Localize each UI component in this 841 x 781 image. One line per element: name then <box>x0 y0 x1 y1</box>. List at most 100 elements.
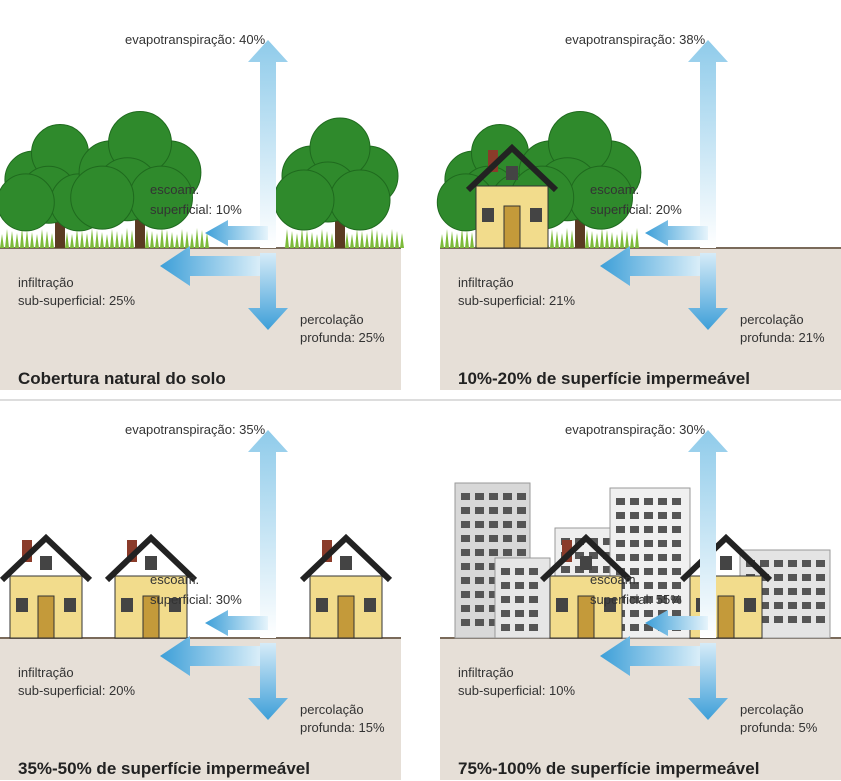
tree-foliage <box>274 170 334 230</box>
tree-foliage <box>71 166 134 229</box>
grass <box>605 230 609 248</box>
building-window <box>501 596 510 603</box>
runoff-label: superficial: 10% <box>150 202 242 217</box>
building-window <box>475 507 484 514</box>
building-window <box>672 526 681 533</box>
building-window <box>461 619 470 626</box>
building-window <box>475 493 484 500</box>
percolation-label: profunda: 15% <box>300 720 385 735</box>
percolation-label: percolação <box>740 702 804 717</box>
building-window <box>672 554 681 561</box>
window <box>316 598 328 612</box>
building-window <box>461 521 470 528</box>
building-window <box>658 512 667 519</box>
window <box>744 598 756 612</box>
grass <box>200 230 204 248</box>
building-window <box>501 624 510 631</box>
grass <box>345 232 349 248</box>
runoff-label: superficial: 30% <box>150 592 242 607</box>
grass <box>145 229 149 248</box>
door <box>718 596 734 638</box>
door <box>504 206 520 248</box>
grass <box>175 234 179 248</box>
tree-foliage <box>0 174 54 231</box>
grass <box>635 228 639 248</box>
building-window <box>630 554 639 561</box>
infiltration-label: infiltração <box>18 275 74 290</box>
grass <box>325 231 329 248</box>
building-window <box>658 582 667 589</box>
building-window <box>515 624 524 631</box>
building-window <box>802 588 811 595</box>
window <box>482 208 494 222</box>
grass <box>555 231 559 248</box>
arrow-evapotranspiration <box>688 40 728 248</box>
building-window <box>529 568 538 575</box>
building-window <box>802 560 811 567</box>
window <box>40 556 52 570</box>
grass <box>125 228 129 248</box>
building-window <box>816 588 825 595</box>
panel-title: Cobertura natural do solo <box>18 369 226 388</box>
building-window <box>503 507 512 514</box>
grass <box>10 231 14 248</box>
grass <box>290 231 294 248</box>
infiltration-label: sub-superficial: 21% <box>458 293 575 308</box>
grass <box>170 232 174 248</box>
grass <box>120 233 124 248</box>
infiltration-label: sub-superficial: 10% <box>458 683 575 698</box>
arrow-runoff <box>645 220 708 246</box>
grass <box>440 234 444 248</box>
infiltration-label: infiltração <box>458 665 514 680</box>
grass <box>550 229 554 248</box>
tree-foliage <box>130 166 193 229</box>
building-window <box>461 549 470 556</box>
grass <box>375 230 379 248</box>
building-window <box>489 493 498 500</box>
building-window <box>630 512 639 519</box>
building-window <box>672 582 681 589</box>
window <box>340 556 352 570</box>
building-window <box>515 568 524 575</box>
building-window <box>774 574 783 581</box>
runoff-label: escoam. <box>590 182 639 197</box>
grass <box>600 228 604 248</box>
grass <box>110 229 114 248</box>
building-window <box>561 566 570 573</box>
grass <box>465 230 469 248</box>
window <box>16 598 28 612</box>
grass <box>65 232 69 248</box>
building-window <box>802 616 811 623</box>
runoff-label: superficial: 55% <box>590 592 682 607</box>
grass <box>320 229 324 248</box>
building-window <box>816 560 825 567</box>
grass <box>85 233 89 248</box>
grass <box>470 232 474 248</box>
grass <box>5 229 9 248</box>
grass <box>365 233 369 248</box>
grass <box>180 229 184 248</box>
grass <box>390 229 394 248</box>
grass <box>350 234 354 248</box>
evapotranspiration-label: evapotranspiração: 40% <box>125 32 266 47</box>
building-window <box>461 591 470 598</box>
building-window <box>644 582 653 589</box>
window <box>364 598 376 612</box>
grass <box>190 233 194 248</box>
grass <box>585 229 589 248</box>
building-window <box>461 577 470 584</box>
building-window <box>788 574 797 581</box>
grass <box>50 233 54 248</box>
panel: evapotranspiração: 38%escoam.superficial… <box>437 32 841 390</box>
building-window <box>517 507 526 514</box>
building-window <box>461 507 470 514</box>
panel-title: 75%-100% de superfície impermeável <box>458 759 759 778</box>
building-window <box>503 535 512 542</box>
percolation-label: profunda: 21% <box>740 330 825 345</box>
building-window <box>517 535 526 542</box>
building-window <box>461 535 470 542</box>
building-window <box>489 535 498 542</box>
building-window <box>461 605 470 612</box>
grass <box>370 228 374 248</box>
grass <box>0 234 4 248</box>
